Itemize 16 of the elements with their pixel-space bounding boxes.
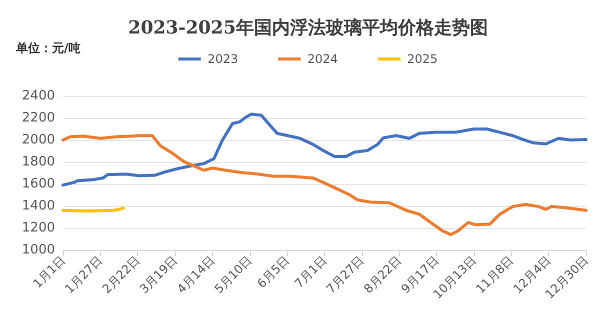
legend-label: 2023 (208, 52, 238, 66)
line-series (62, 112, 588, 187)
line-series (62, 134, 588, 236)
x-tick-label: 6月5日 (254, 253, 292, 291)
y-tick-label: 2200 (22, 110, 55, 126)
y-tick-label: 2000 (22, 132, 55, 148)
legend-label: 2025 (407, 52, 438, 66)
y-tick-label: 1200 (22, 220, 55, 236)
y-tick-label: 1800 (22, 154, 55, 170)
text: 单位：元/吨 (15, 41, 80, 55)
y-tick-label: 1600 (22, 176, 55, 192)
chart-title: 2023-2025年国内浮法玻璃平均价格走势图 (128, 18, 488, 38)
y-tick-label: 1000 (22, 242, 55, 258)
legend-label: 2024 (307, 52, 338, 66)
y-tick-label: 1400 (22, 198, 55, 214)
y-tick-label: 2400 (22, 88, 55, 104)
